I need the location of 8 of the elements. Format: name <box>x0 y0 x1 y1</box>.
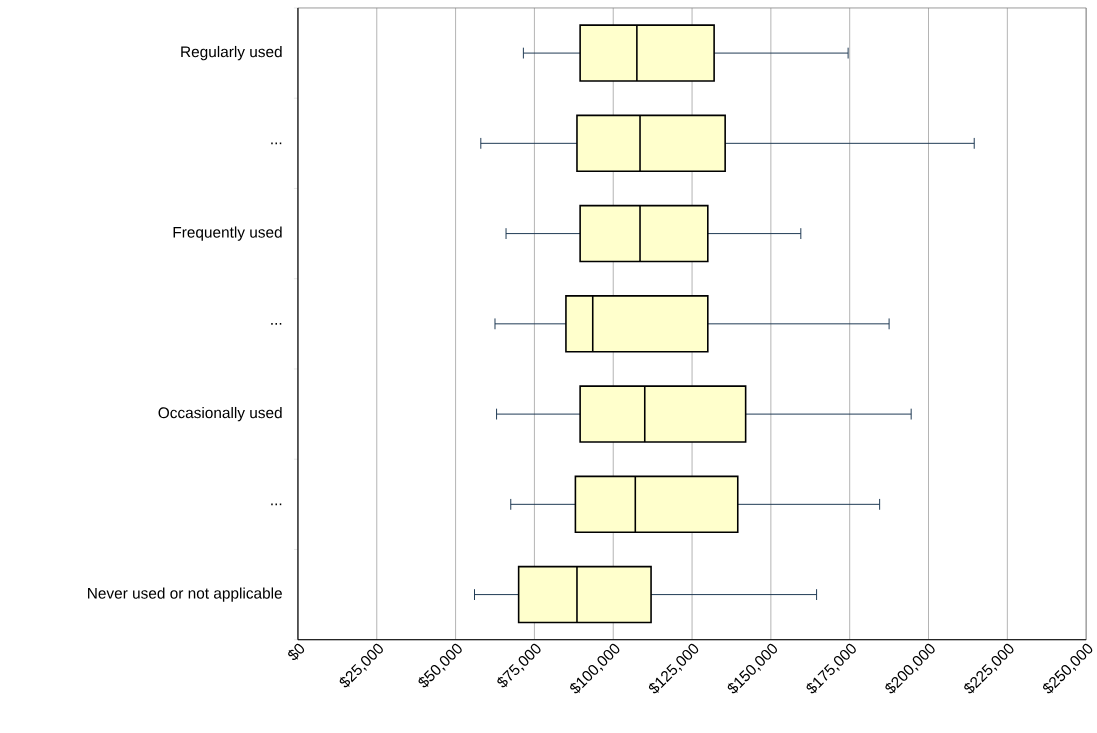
y-tick-label: Frequently used <box>173 226 282 241</box>
y-tick-label: ... <box>271 503 282 505</box>
y-tick-label: Occasionally used <box>158 406 282 422</box>
y-tick-label: ... <box>271 322 282 325</box>
x-tick-label: $0 <box>288 643 305 660</box>
y-tick-label: ... <box>271 142 282 144</box>
y-tick-label: Never used or not applicable <box>88 587 282 602</box>
y-tick-label: Regularly used <box>181 45 282 61</box>
